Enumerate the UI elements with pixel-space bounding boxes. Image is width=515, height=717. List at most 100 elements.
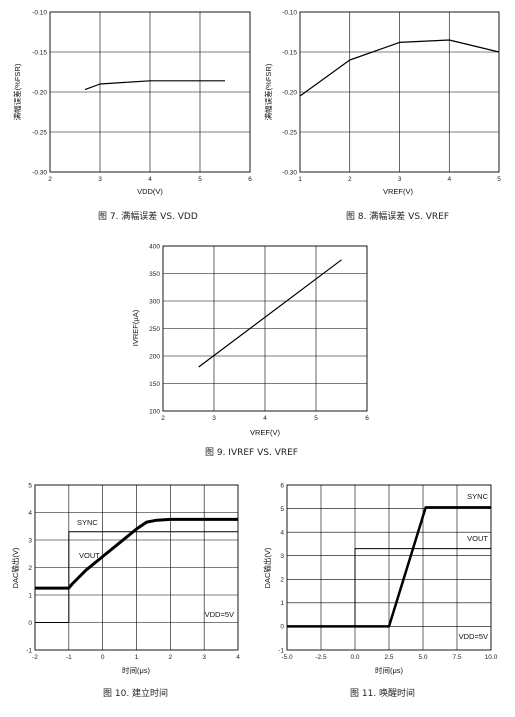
- fig8-ticks: 1 2 3 4 5 -0.30 -0.25 -0.20 -0.15 -0.10: [282, 9, 501, 183]
- fig10-series: [35, 517, 238, 623]
- fig8-ytick-label: -0.10: [282, 9, 297, 16]
- fig7-xtick-label: 5: [198, 176, 202, 183]
- fig11-caption: 图 11. 唤醒时间: [350, 689, 416, 699]
- fig11-grid: [286, 484, 492, 651]
- fig7-xtick-label: 2: [48, 176, 52, 183]
- fig11-xtick-label: 10.0: [485, 654, 498, 661]
- fig10-xtick-label: 0: [101, 654, 105, 661]
- fig8-ytick-label: -0.20: [282, 89, 297, 96]
- fig11-ytick-label: 4: [280, 529, 284, 536]
- fig8-grid: [299, 11, 500, 173]
- fig11-xtick-label: 0.0: [350, 654, 359, 661]
- fig8-caption: 图 8. 满幅误差 VS. VREF: [346, 212, 450, 222]
- fig8-xtick-label: 4: [447, 176, 451, 183]
- fig9-grid: [162, 245, 368, 412]
- fig11-series-vout-1: [287, 506, 491, 628]
- fig10-ytick-label: 5: [28, 482, 32, 489]
- fig11-annotation-vout: VOUT: [467, 534, 488, 543]
- fig11-xtick-label: 2.5: [384, 654, 393, 661]
- fig7-ylabel: 满幅误差(%FSR): [12, 63, 22, 120]
- fig10-xtick-label: 2: [169, 654, 173, 661]
- fig8-xtick-label: 1: [298, 176, 302, 183]
- fig10-xtick-label: 4: [236, 654, 240, 661]
- fig9-ytick-label: 400: [149, 243, 160, 250]
- fig10-xlabel: 时间(μs): [122, 665, 151, 675]
- fig11-ytick-label: 2: [280, 577, 284, 584]
- fig11-ytick-label: 5: [280, 506, 284, 513]
- fig9-series-line-0: [198, 259, 342, 368]
- fig11-ytick-label: 0: [280, 624, 284, 631]
- fig8-xtick-label: 2: [348, 176, 352, 183]
- fig11-series: [287, 506, 491, 628]
- fig10-ytick-label: 4: [28, 510, 32, 517]
- fig10-series-sync-0: [35, 531, 238, 623]
- fig11-xlabel: 时间(μs): [375, 665, 404, 675]
- fig7-ytick-label: -0.30: [32, 169, 47, 176]
- fig10-xtick-label: 3: [202, 654, 206, 661]
- fig11-ytick-label: -1: [278, 647, 284, 654]
- fig9-xtick-label: 2: [161, 415, 165, 422]
- fig10-ytick-label: -1: [26, 647, 32, 654]
- fig10-annotation-vdd: VDD=5V: [205, 610, 234, 619]
- fig8-series: [299, 39, 500, 97]
- fig8-ylabel: 满幅误差(%FSR): [263, 63, 273, 120]
- fig10-xtick-label: 1: [135, 654, 139, 661]
- fig8-xtick-label: 5: [497, 176, 501, 183]
- fig10-xtick-label: -1: [66, 654, 72, 661]
- fig9-xtick-label: 6: [365, 415, 369, 422]
- fig9-ytick-label: 350: [149, 271, 160, 278]
- fig8-ytick-label: -0.15: [282, 49, 297, 56]
- fig10-series-vout-1: [35, 517, 238, 590]
- fig10-grid: [34, 484, 239, 651]
- fig9-xtick-label: 3: [212, 415, 216, 422]
- fig11-annotation-vdd: VDD=5V: [459, 632, 488, 641]
- fig9-series: [198, 259, 342, 368]
- fig7-xtick-label: 4: [148, 176, 152, 183]
- fig9-xtick-label: 4: [263, 415, 267, 422]
- fig9-ylabel: IVREF(μA): [131, 309, 140, 346]
- fig8-xtick-label: 3: [398, 176, 402, 183]
- fig8-ytick-label: -0.25: [282, 129, 297, 136]
- fig11-xtick-label: -5.0: [281, 654, 293, 661]
- fig10-ylabel: DAC输出(V): [10, 547, 20, 588]
- fig9-ytick-label: 300: [149, 298, 160, 305]
- fig9-xlabel: VREF(V): [250, 428, 281, 437]
- fig8-xlabel: VREF(V): [383, 187, 414, 196]
- fig7-ticks: 2 3 4 5 6 -0.30 -0.25 -0.20 -0.15 -0.10: [32, 9, 252, 183]
- fig10-annotation-sync: SYNC: [77, 518, 98, 527]
- fig10-annotation-vout: VOUT: [79, 551, 100, 560]
- fig7-grid: [49, 11, 251, 173]
- fig10-xtick-label: -2: [32, 654, 38, 661]
- fig7-ytick-label: -0.15: [32, 49, 47, 56]
- fig9-caption: 图 9. IVREF VS. VREF: [205, 448, 298, 458]
- fig7-series: [84, 80, 225, 91]
- fig11-ytick-label: 6: [280, 482, 284, 489]
- fig11-xtick-label: 5.0: [418, 654, 427, 661]
- fig11-annotation-sync: SYNC: [467, 492, 488, 501]
- fig11-ytick-label: 3: [280, 553, 284, 560]
- fig10-caption: 图 10. 建立时间: [103, 689, 169, 699]
- fig9-ytick-label: 200: [149, 353, 160, 360]
- fig7-ytick-label: -0.20: [32, 89, 47, 96]
- fig11-ylabel: DAC输出(V): [262, 547, 272, 588]
- fig7-series-line-0: [84, 80, 225, 91]
- fig7-ytick-label: -0.25: [32, 129, 47, 136]
- fig9-xtick-label: 5: [314, 415, 318, 422]
- fig10-ytick-label: 3: [28, 537, 32, 544]
- fig7-xtick-label: 3: [98, 176, 102, 183]
- fig11-xtick-label: 7.5: [452, 654, 461, 661]
- fig7-caption: 图 7. 满幅误差 VS. VDD: [98, 212, 198, 222]
- fig7-ytick-label: -0.10: [32, 9, 47, 16]
- fig10-ytick-label: 0: [28, 620, 32, 627]
- fig11-ytick-label: 1: [280, 600, 284, 607]
- fig7-xlabel: VDD(V): [137, 187, 163, 196]
- fig8-series-line-0: [299, 39, 500, 97]
- fig10-ytick-label: 1: [28, 592, 32, 599]
- fig9-ytick-label: 150: [149, 381, 160, 388]
